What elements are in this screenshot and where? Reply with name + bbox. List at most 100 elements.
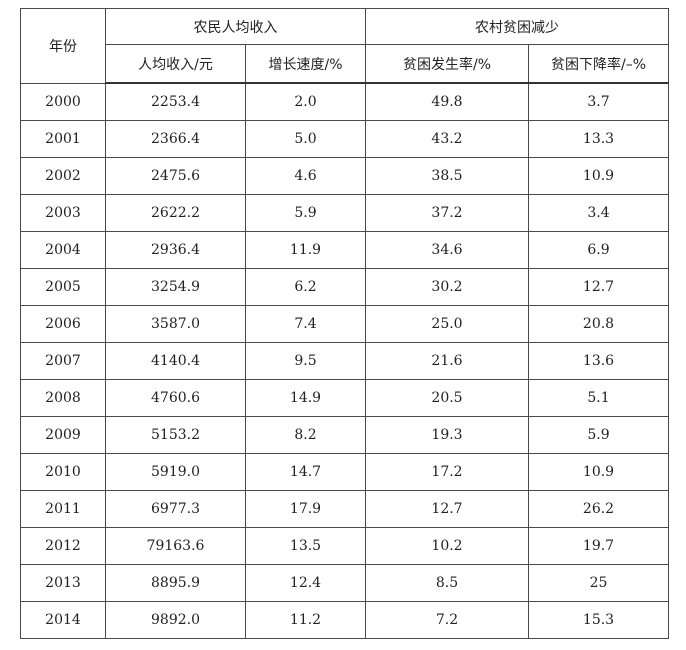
year-cell: 2008 bbox=[20, 379, 106, 417]
poverty-rate-cell: 10.2 bbox=[365, 527, 529, 565]
year-cell: 2013 bbox=[20, 564, 106, 602]
poverty-decline-cell: 26.2 bbox=[528, 490, 669, 528]
year-cell: 2009 bbox=[20, 416, 106, 454]
table-row: 2005 3254.9 6.2 30.2 12.7 bbox=[20, 268, 669, 306]
poverty-rate-cell: 34.6 bbox=[365, 231, 529, 269]
growth-cell: 8.2 bbox=[245, 416, 366, 454]
poverty-rate-cell: 25.0 bbox=[365, 305, 529, 343]
poverty-rate-cell: 30.2 bbox=[365, 268, 529, 306]
poverty-rate-cell: 20.5 bbox=[365, 379, 529, 417]
poverty-decline-cell: 20.8 bbox=[528, 305, 669, 343]
year-cell: 2004 bbox=[20, 231, 106, 269]
poverty-decline-cell: 15.3 bbox=[528, 601, 669, 639]
poverty-rate-cell: 8.5 bbox=[365, 564, 529, 602]
year-cell: 2002 bbox=[20, 157, 106, 195]
poverty-decline-cell: 13.6 bbox=[528, 342, 669, 380]
year-cell: 2001 bbox=[20, 120, 106, 158]
growth-cell: 7.4 bbox=[245, 305, 366, 343]
year-cell: 2003 bbox=[20, 194, 106, 232]
year-cell: 2007 bbox=[20, 342, 106, 380]
growth-cell: 5.0 bbox=[245, 120, 366, 158]
growth-cell: 2.0 bbox=[245, 82, 366, 121]
growth-cell: 5.9 bbox=[245, 194, 366, 232]
growth-cell: 14.9 bbox=[245, 379, 366, 417]
growth-cell: 9.5 bbox=[245, 342, 366, 380]
income-cell: 8895.9 bbox=[105, 564, 246, 602]
year-cell: 2005 bbox=[20, 268, 106, 306]
poverty-rate-cell: 12.7 bbox=[365, 490, 529, 528]
year-cell: 2011 bbox=[20, 490, 106, 528]
table-row: 2000 2253.4 2.0 49.8 3.7 bbox=[20, 82, 669, 121]
income-cell: 79163.6 bbox=[105, 527, 246, 565]
table-row: 2011 6977.3 17.9 12.7 26.2 bbox=[20, 490, 669, 528]
poverty-decline-cell: 10.9 bbox=[528, 157, 669, 195]
year-header: 年份 bbox=[20, 8, 106, 84]
poverty-rate-cell: 37.2 bbox=[365, 194, 529, 232]
poverty-rate-cell: 7.2 bbox=[365, 601, 529, 639]
income-cell: 3587.0 bbox=[105, 305, 246, 343]
table-row: 2002 2475.6 4.6 38.5 10.9 bbox=[20, 157, 669, 195]
table-body: 2000 2253.4 2.0 49.8 3.7 2001 2366.4 5.0 43.2 13.… bbox=[20, 82, 669, 639]
poverty-rate-cell: 21.6 bbox=[365, 342, 529, 380]
table-header: 年份 农民人均收入 农村贫困减少 人均收入/元 增长速度/% 贫困发生率/% 贫… bbox=[20, 8, 669, 84]
year-cell: 2000 bbox=[20, 82, 106, 121]
poverty-rate-column-header: 贫困发生率/% bbox=[365, 44, 529, 84]
growth-cell: 11.2 bbox=[245, 601, 366, 639]
income-cell: 9892.0 bbox=[105, 601, 246, 639]
poverty-decline-column-header: 贫困下降率/–% bbox=[528, 44, 669, 84]
poverty-decline-cell: 5.1 bbox=[528, 379, 669, 417]
poverty-group-header: 农村贫困减少 bbox=[365, 8, 669, 45]
table-row: 2010 5919.0 14.7 17.2 10.9 bbox=[20, 453, 669, 491]
income-cell: 2366.4 bbox=[105, 120, 246, 158]
growth-cell: 4.6 bbox=[245, 157, 366, 195]
income-poverty-table: 年份 农民人均收入 农村贫困减少 人均收入/元 增长速度/% 贫困发生率/% 贫… bbox=[20, 8, 669, 639]
income-cell: 6977.3 bbox=[105, 490, 246, 528]
table-row: 2014 9892.0 11.2 7.2 15.3 bbox=[20, 601, 669, 639]
poverty-decline-cell: 3.4 bbox=[528, 194, 669, 232]
growth-cell: 6.2 bbox=[245, 268, 366, 306]
poverty-decline-cell: 13.3 bbox=[528, 120, 669, 158]
poverty-decline-cell: 12.7 bbox=[528, 268, 669, 306]
growth-cell: 17.9 bbox=[245, 490, 366, 528]
growth-cell: 14.7 bbox=[245, 453, 366, 491]
poverty-decline-cell: 10.9 bbox=[528, 453, 669, 491]
income-cell: 2622.2 bbox=[105, 194, 246, 232]
poverty-decline-cell: 19.7 bbox=[528, 527, 669, 565]
table-row: 2008 4760.6 14.9 20.5 5.1 bbox=[20, 379, 669, 417]
income-cell: 2253.4 bbox=[105, 82, 246, 121]
growth-cell: 12.4 bbox=[245, 564, 366, 602]
poverty-rate-cell: 17.2 bbox=[365, 453, 529, 491]
table-row: 2001 2366.4 5.0 43.2 13.3 bbox=[20, 120, 669, 158]
table-row: 2004 2936.4 11.9 34.6 6.9 bbox=[20, 231, 669, 269]
poverty-rate-cell: 43.2 bbox=[365, 120, 529, 158]
poverty-rate-cell: 49.8 bbox=[365, 82, 529, 121]
poverty-rate-cell: 19.3 bbox=[365, 416, 529, 454]
year-cell: 2006 bbox=[20, 305, 106, 343]
income-cell: 4760.6 bbox=[105, 379, 246, 417]
year-cell: 2012 bbox=[20, 527, 106, 565]
year-cell: 2014 bbox=[20, 601, 106, 639]
growth-cell: 11.9 bbox=[245, 231, 366, 269]
poverty-decline-cell: 25 bbox=[528, 564, 669, 602]
income-cell: 2936.4 bbox=[105, 231, 246, 269]
table-row: 2012 79163.6 13.5 10.2 19.7 bbox=[20, 527, 669, 565]
income-cell: 2475.6 bbox=[105, 157, 246, 195]
income-cell: 5153.2 bbox=[105, 416, 246, 454]
income-group-header: 农民人均收入 bbox=[105, 8, 366, 45]
table-row: 2003 2622.2 5.9 37.2 3.4 bbox=[20, 194, 669, 232]
year-cell: 2010 bbox=[20, 453, 106, 491]
poverty-decline-cell: 6.9 bbox=[528, 231, 669, 269]
income-cell: 5919.0 bbox=[105, 453, 246, 491]
poverty-decline-cell: 5.9 bbox=[528, 416, 669, 454]
table-row: 2006 3587.0 7.4 25.0 20.8 bbox=[20, 305, 669, 343]
income-cell: 3254.9 bbox=[105, 268, 246, 306]
table-row: 2009 5153.2 8.2 19.3 5.9 bbox=[20, 416, 669, 454]
growth-cell: 13.5 bbox=[245, 527, 366, 565]
income-cell: 4140.4 bbox=[105, 342, 246, 380]
growth-column-header: 增长速度/% bbox=[245, 44, 366, 84]
poverty-decline-cell: 3.7 bbox=[528, 82, 669, 121]
table-row: 2013 8895.9 12.4 8.5 25 bbox=[20, 564, 669, 602]
table-row: 2007 4140.4 9.5 21.6 13.6 bbox=[20, 342, 669, 380]
poverty-rate-cell: 38.5 bbox=[365, 157, 529, 195]
